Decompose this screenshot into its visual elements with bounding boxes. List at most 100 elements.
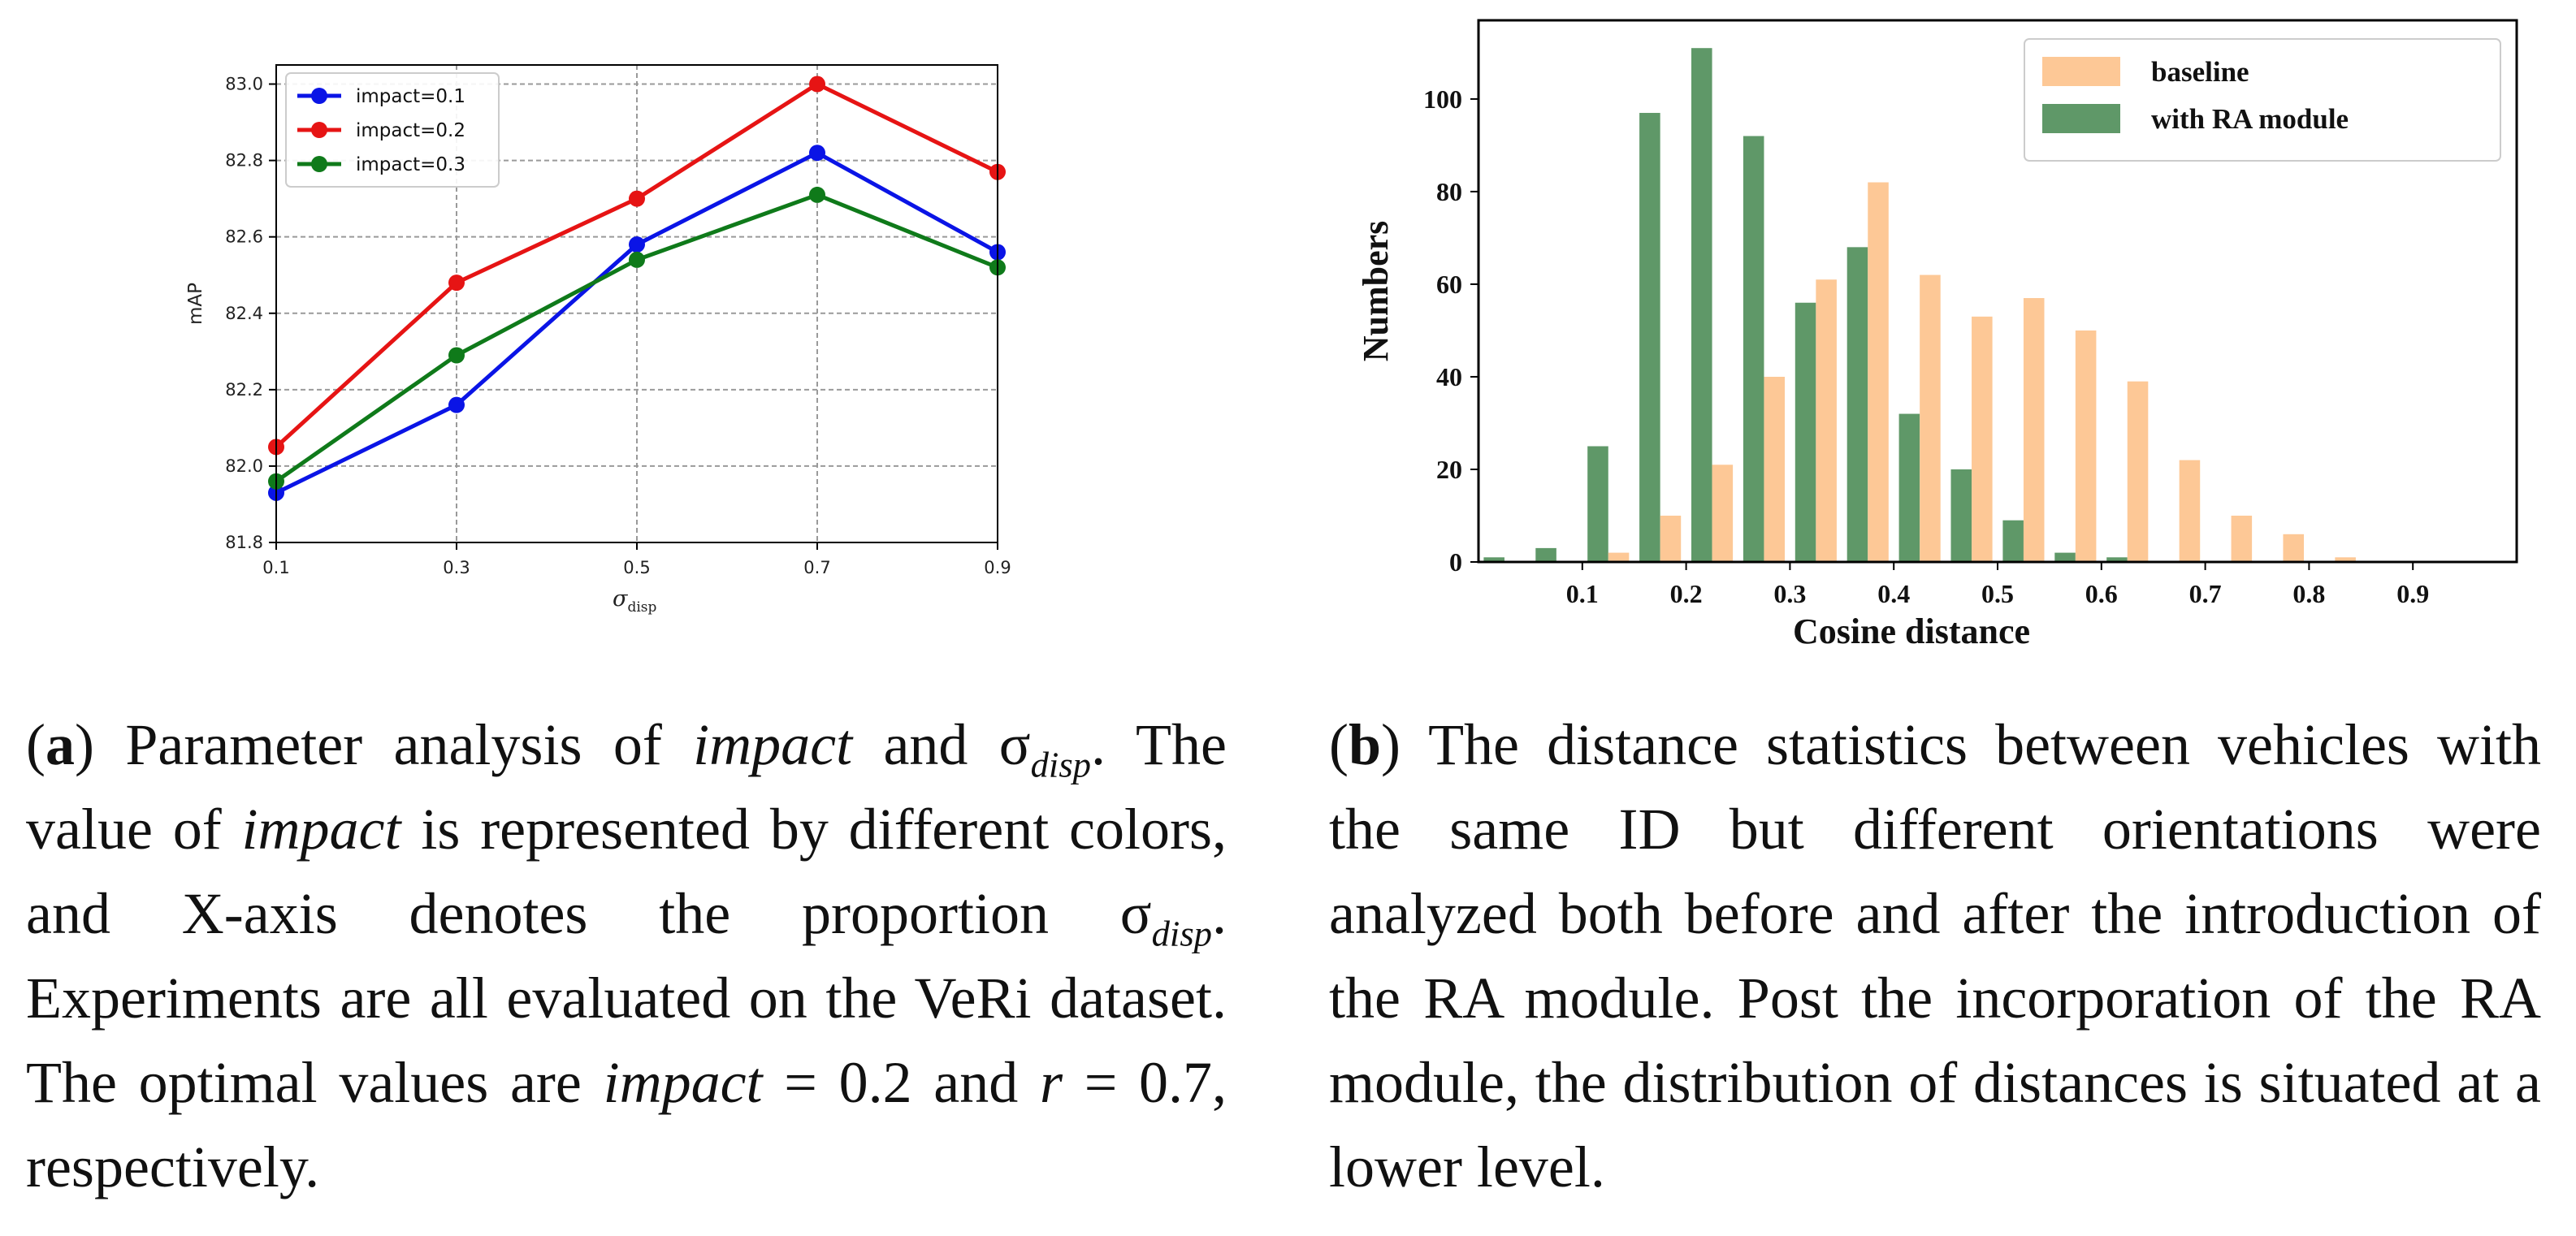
y-tick-label: 82.8 bbox=[225, 151, 263, 171]
line-chart-panel-a: 0.1 0.3 0.5 0.7 0.9 81.8 82.0 82.2 82.4 82.6 82.8… bbox=[185, 64, 1011, 616]
legend-swatch bbox=[2042, 104, 2120, 133]
x-tick-label: 0.6 bbox=[2085, 579, 2118, 608]
bar-chart-panel-b: 0.1 0.2 0.3 0.4 0.5 0.6 0.7 0.8 0.9 0 20 40 60 80 100… bbox=[1356, 19, 2518, 651]
bar-baseline bbox=[2023, 298, 2045, 562]
legend-label: baseline bbox=[2151, 56, 2249, 88]
caption-a: (a) Parameter analysis of impact and σdi… bbox=[26, 712, 1227, 1199]
bar-baseline bbox=[2231, 515, 2253, 562]
legend-box bbox=[2024, 38, 2501, 162]
figure: 0.1 0.3 0.5 0.7 0.9 81.8 82.0 82.2 82.4 82.6 82.8… bbox=[185, 19, 2518, 651]
legend: impact=0.1 impact=0.2 impact=0.3 bbox=[285, 72, 500, 188]
y-axis-label: mAP bbox=[185, 283, 206, 325]
x-tick-label: 0.9 bbox=[2396, 579, 2429, 608]
y-axis-ticks: 81.8 82.0 82.2 82.4 82.6 82.8 83.0 bbox=[225, 75, 276, 552]
data-point bbox=[809, 186, 825, 203]
bar-with-ra-module bbox=[1950, 469, 1972, 562]
caption-a-text: is represented by dif­ferent colors, and… bbox=[26, 797, 1227, 946]
bar-baseline bbox=[2283, 534, 2305, 562]
x-tick-label: 0.3 bbox=[443, 558, 470, 577]
y-tick-label: 0 bbox=[1449, 547, 1462, 577]
bar-with-ra-module bbox=[1795, 302, 1816, 562]
bar-baseline bbox=[1920, 274, 1941, 562]
y-tick-label: 100 bbox=[1423, 84, 1462, 114]
bar-with-ra-module bbox=[1846, 247, 1868, 562]
data-point bbox=[448, 274, 465, 292]
x-tick-label: 0.4 bbox=[1877, 579, 1910, 608]
caption-b-text: The distance statistics between vehicles… bbox=[1329, 712, 2541, 1199]
legend-swatch-marker bbox=[311, 156, 327, 172]
x-tick-label: 0.7 bbox=[803, 558, 830, 577]
bar-baseline bbox=[1608, 552, 1630, 562]
bar-baseline bbox=[1660, 515, 1682, 562]
bar-baseline bbox=[2179, 460, 2201, 562]
caption-a-text: = 0.2 and bbox=[762, 1050, 1040, 1115]
y-tick-label: 60 bbox=[1436, 270, 1462, 299]
bar-baseline bbox=[2075, 330, 2097, 562]
data-point bbox=[809, 145, 825, 162]
data-point bbox=[629, 190, 645, 207]
x-axis-label-subscript: disp bbox=[627, 599, 656, 616]
y-tick-label: 83.0 bbox=[225, 75, 263, 94]
bar-with-ra-module bbox=[1691, 48, 1712, 562]
caption-a-text: . The value of bbox=[26, 712, 1227, 862]
y-tick-label: 40 bbox=[1436, 362, 1462, 391]
y-tick-label: 82.4 bbox=[225, 304, 263, 323]
legend-swatch bbox=[2042, 57, 2120, 86]
bar-baseline bbox=[1972, 316, 1993, 562]
caption-a-text: = 0.7, respectively. bbox=[26, 1050, 1227, 1199]
bar-with-ra-module bbox=[1743, 136, 1764, 562]
y-tick-label: 81.8 bbox=[225, 533, 263, 552]
legend-label: impact=0.1 bbox=[356, 86, 465, 107]
caption-a-subscript: disp bbox=[1030, 744, 1091, 785]
caption-a-text: Parameter analysis of bbox=[125, 712, 694, 777]
caption-a-text: and σ bbox=[852, 712, 1031, 777]
y-axis-label: Numbers bbox=[1356, 221, 1396, 362]
legend-label: with RA module bbox=[2151, 103, 2349, 135]
bars bbox=[1483, 48, 2356, 562]
x-tick-label: 0.1 bbox=[262, 558, 289, 577]
legend: baseline with RA module bbox=[2024, 38, 2501, 162]
caption-a-subscript: disp bbox=[1151, 913, 1212, 954]
bar-baseline bbox=[2127, 381, 2149, 562]
y-tick-label: 80 bbox=[1436, 177, 1462, 206]
bar-baseline bbox=[1764, 376, 1786, 562]
y-axis-ticks: 0 20 40 60 80 100 bbox=[1423, 84, 1478, 577]
data-point bbox=[448, 396, 465, 413]
caption-a-term: impact bbox=[603, 1050, 763, 1115]
bar-with-ra-module bbox=[1587, 446, 1608, 562]
x-tick-label: 0.9 bbox=[984, 558, 1011, 577]
x-tick-label: 0.2 bbox=[1670, 579, 1703, 608]
bar-with-ra-module bbox=[2002, 520, 2024, 562]
x-tick-label: 0.5 bbox=[1981, 579, 2014, 608]
caption-a-term: impact bbox=[241, 797, 401, 862]
bar-with-ra-module bbox=[2054, 552, 2076, 562]
bar-with-ra-module bbox=[1483, 557, 1504, 562]
y-tick-label: 20 bbox=[1436, 455, 1462, 484]
x-tick-label: 0.3 bbox=[1773, 579, 1806, 608]
y-tick-label: 82.0 bbox=[225, 456, 263, 476]
legend-label: impact=0.3 bbox=[356, 154, 465, 175]
data-point bbox=[448, 347, 465, 364]
x-axis-label: σdisp bbox=[613, 586, 656, 616]
y-tick-label: 82.6 bbox=[225, 227, 263, 247]
bar-baseline bbox=[2335, 557, 2356, 562]
bar-with-ra-module bbox=[1639, 113, 1660, 562]
x-axis-ticks: 0.1 0.3 0.5 0.7 0.9 bbox=[262, 542, 1011, 577]
x-axis-label: Cosine distance bbox=[1793, 612, 2030, 651]
x-tick-label: 0.1 bbox=[1566, 579, 1599, 608]
caption-b-tag: b bbox=[1348, 712, 1382, 777]
caption-a-term: r bbox=[1039, 1050, 1063, 1115]
caption-b: (b) The distance statistics between vehi… bbox=[1329, 712, 2541, 1199]
bar-baseline bbox=[1816, 279, 1837, 562]
legend-box bbox=[285, 72, 500, 188]
bar-baseline bbox=[1712, 465, 1734, 562]
bar-baseline bbox=[1868, 182, 1889, 562]
bar-with-ra-module bbox=[1898, 413, 1920, 562]
legend-label: impact=0.2 bbox=[356, 120, 465, 141]
legend-swatch-marker bbox=[311, 88, 327, 104]
x-tick-label: 0.7 bbox=[2189, 579, 2222, 608]
y-tick-label: 82.2 bbox=[225, 380, 263, 400]
caption-a-text: . Experiments are all evaluated on the V… bbox=[26, 881, 1227, 1115]
x-axis-label-main: σ bbox=[613, 586, 629, 612]
caption-a-tag: a bbox=[45, 712, 75, 777]
